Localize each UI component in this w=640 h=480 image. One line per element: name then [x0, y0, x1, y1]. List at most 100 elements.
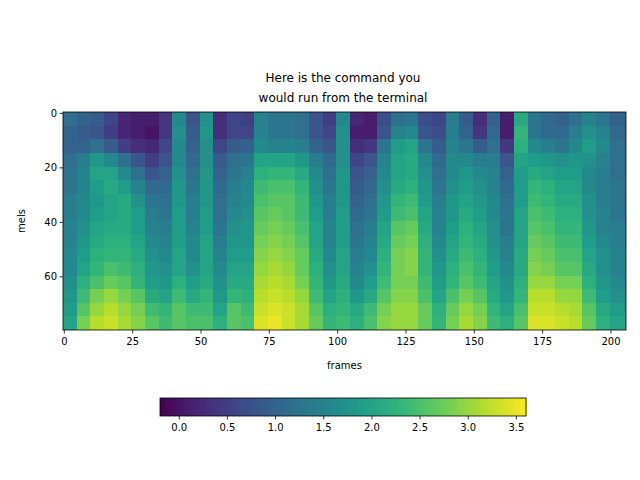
cell — [282, 180, 296, 194]
colorbar-tick — [516, 416, 517, 420]
y-tick-label: 60 — [44, 271, 57, 282]
cell — [118, 235, 132, 249]
cell — [391, 153, 405, 167]
cell — [596, 235, 610, 249]
cell — [309, 248, 323, 262]
cell — [432, 316, 446, 330]
cell — [104, 167, 118, 181]
cell — [254, 194, 268, 208]
cell — [528, 316, 542, 330]
cell — [364, 316, 378, 330]
cell — [145, 303, 159, 317]
cell — [227, 303, 241, 317]
cell — [118, 289, 132, 303]
x-tick-label: 25 — [126, 336, 139, 347]
cell — [200, 167, 214, 181]
cell — [118, 303, 132, 317]
cell — [514, 167, 528, 181]
cell — [145, 248, 159, 262]
cell — [186, 262, 200, 276]
cell — [582, 248, 596, 262]
title: Here is the command youwould run from th… — [259, 71, 428, 105]
cell — [254, 221, 268, 235]
cell — [569, 316, 583, 330]
cell — [336, 153, 350, 167]
cell — [200, 262, 214, 276]
cell — [63, 139, 77, 153]
cell — [227, 248, 241, 262]
cell — [432, 153, 446, 167]
cell — [159, 316, 173, 330]
cell — [487, 235, 501, 249]
cell — [336, 289, 350, 303]
cell — [309, 221, 323, 235]
cell — [145, 112, 159, 126]
cell — [610, 153, 624, 167]
cell — [364, 289, 378, 303]
cell — [623, 126, 626, 140]
cell — [145, 221, 159, 235]
cell — [528, 235, 542, 249]
cell — [432, 289, 446, 303]
cell — [391, 221, 405, 235]
cell — [241, 207, 255, 221]
cell — [172, 139, 186, 153]
cell — [282, 248, 296, 262]
cell — [569, 126, 583, 140]
cell — [500, 235, 514, 249]
cell — [350, 207, 364, 221]
cell — [350, 153, 364, 167]
cell — [241, 194, 255, 208]
cell — [610, 235, 624, 249]
cell — [514, 289, 528, 303]
cell — [569, 289, 583, 303]
cell — [555, 139, 569, 153]
cell — [500, 153, 514, 167]
cell — [582, 289, 596, 303]
cell — [323, 289, 337, 303]
cell — [418, 194, 432, 208]
cell — [104, 235, 118, 249]
cell — [227, 276, 241, 290]
title-line: Here is the command you — [266, 71, 421, 85]
cell — [610, 289, 624, 303]
cell — [145, 139, 159, 153]
cell — [555, 167, 569, 181]
cell — [405, 180, 419, 194]
cell — [582, 235, 596, 249]
cell — [569, 112, 583, 126]
cell — [131, 262, 145, 276]
cell — [528, 248, 542, 262]
colorbar — [160, 398, 527, 416]
cell — [268, 316, 282, 330]
cell — [63, 262, 77, 276]
cell — [200, 235, 214, 249]
cell — [295, 303, 309, 317]
cell — [90, 235, 104, 249]
cell — [391, 139, 405, 153]
cell — [77, 235, 91, 249]
cell — [418, 126, 432, 140]
cell — [309, 167, 323, 181]
cell — [418, 289, 432, 303]
cell — [104, 262, 118, 276]
cell — [555, 235, 569, 249]
cell — [487, 194, 501, 208]
cell — [596, 167, 610, 181]
cell — [405, 262, 419, 276]
cell — [350, 194, 364, 208]
x-tick — [405, 330, 406, 334]
cell — [254, 139, 268, 153]
cell — [405, 303, 419, 317]
colorbar-tick — [371, 416, 372, 420]
cell — [432, 126, 446, 140]
cell — [418, 276, 432, 290]
cell — [200, 126, 214, 140]
cell — [159, 112, 173, 126]
cell — [200, 276, 214, 290]
cell — [500, 289, 514, 303]
cell — [487, 180, 501, 194]
cell — [241, 126, 255, 140]
cell — [418, 316, 432, 330]
cell — [350, 262, 364, 276]
